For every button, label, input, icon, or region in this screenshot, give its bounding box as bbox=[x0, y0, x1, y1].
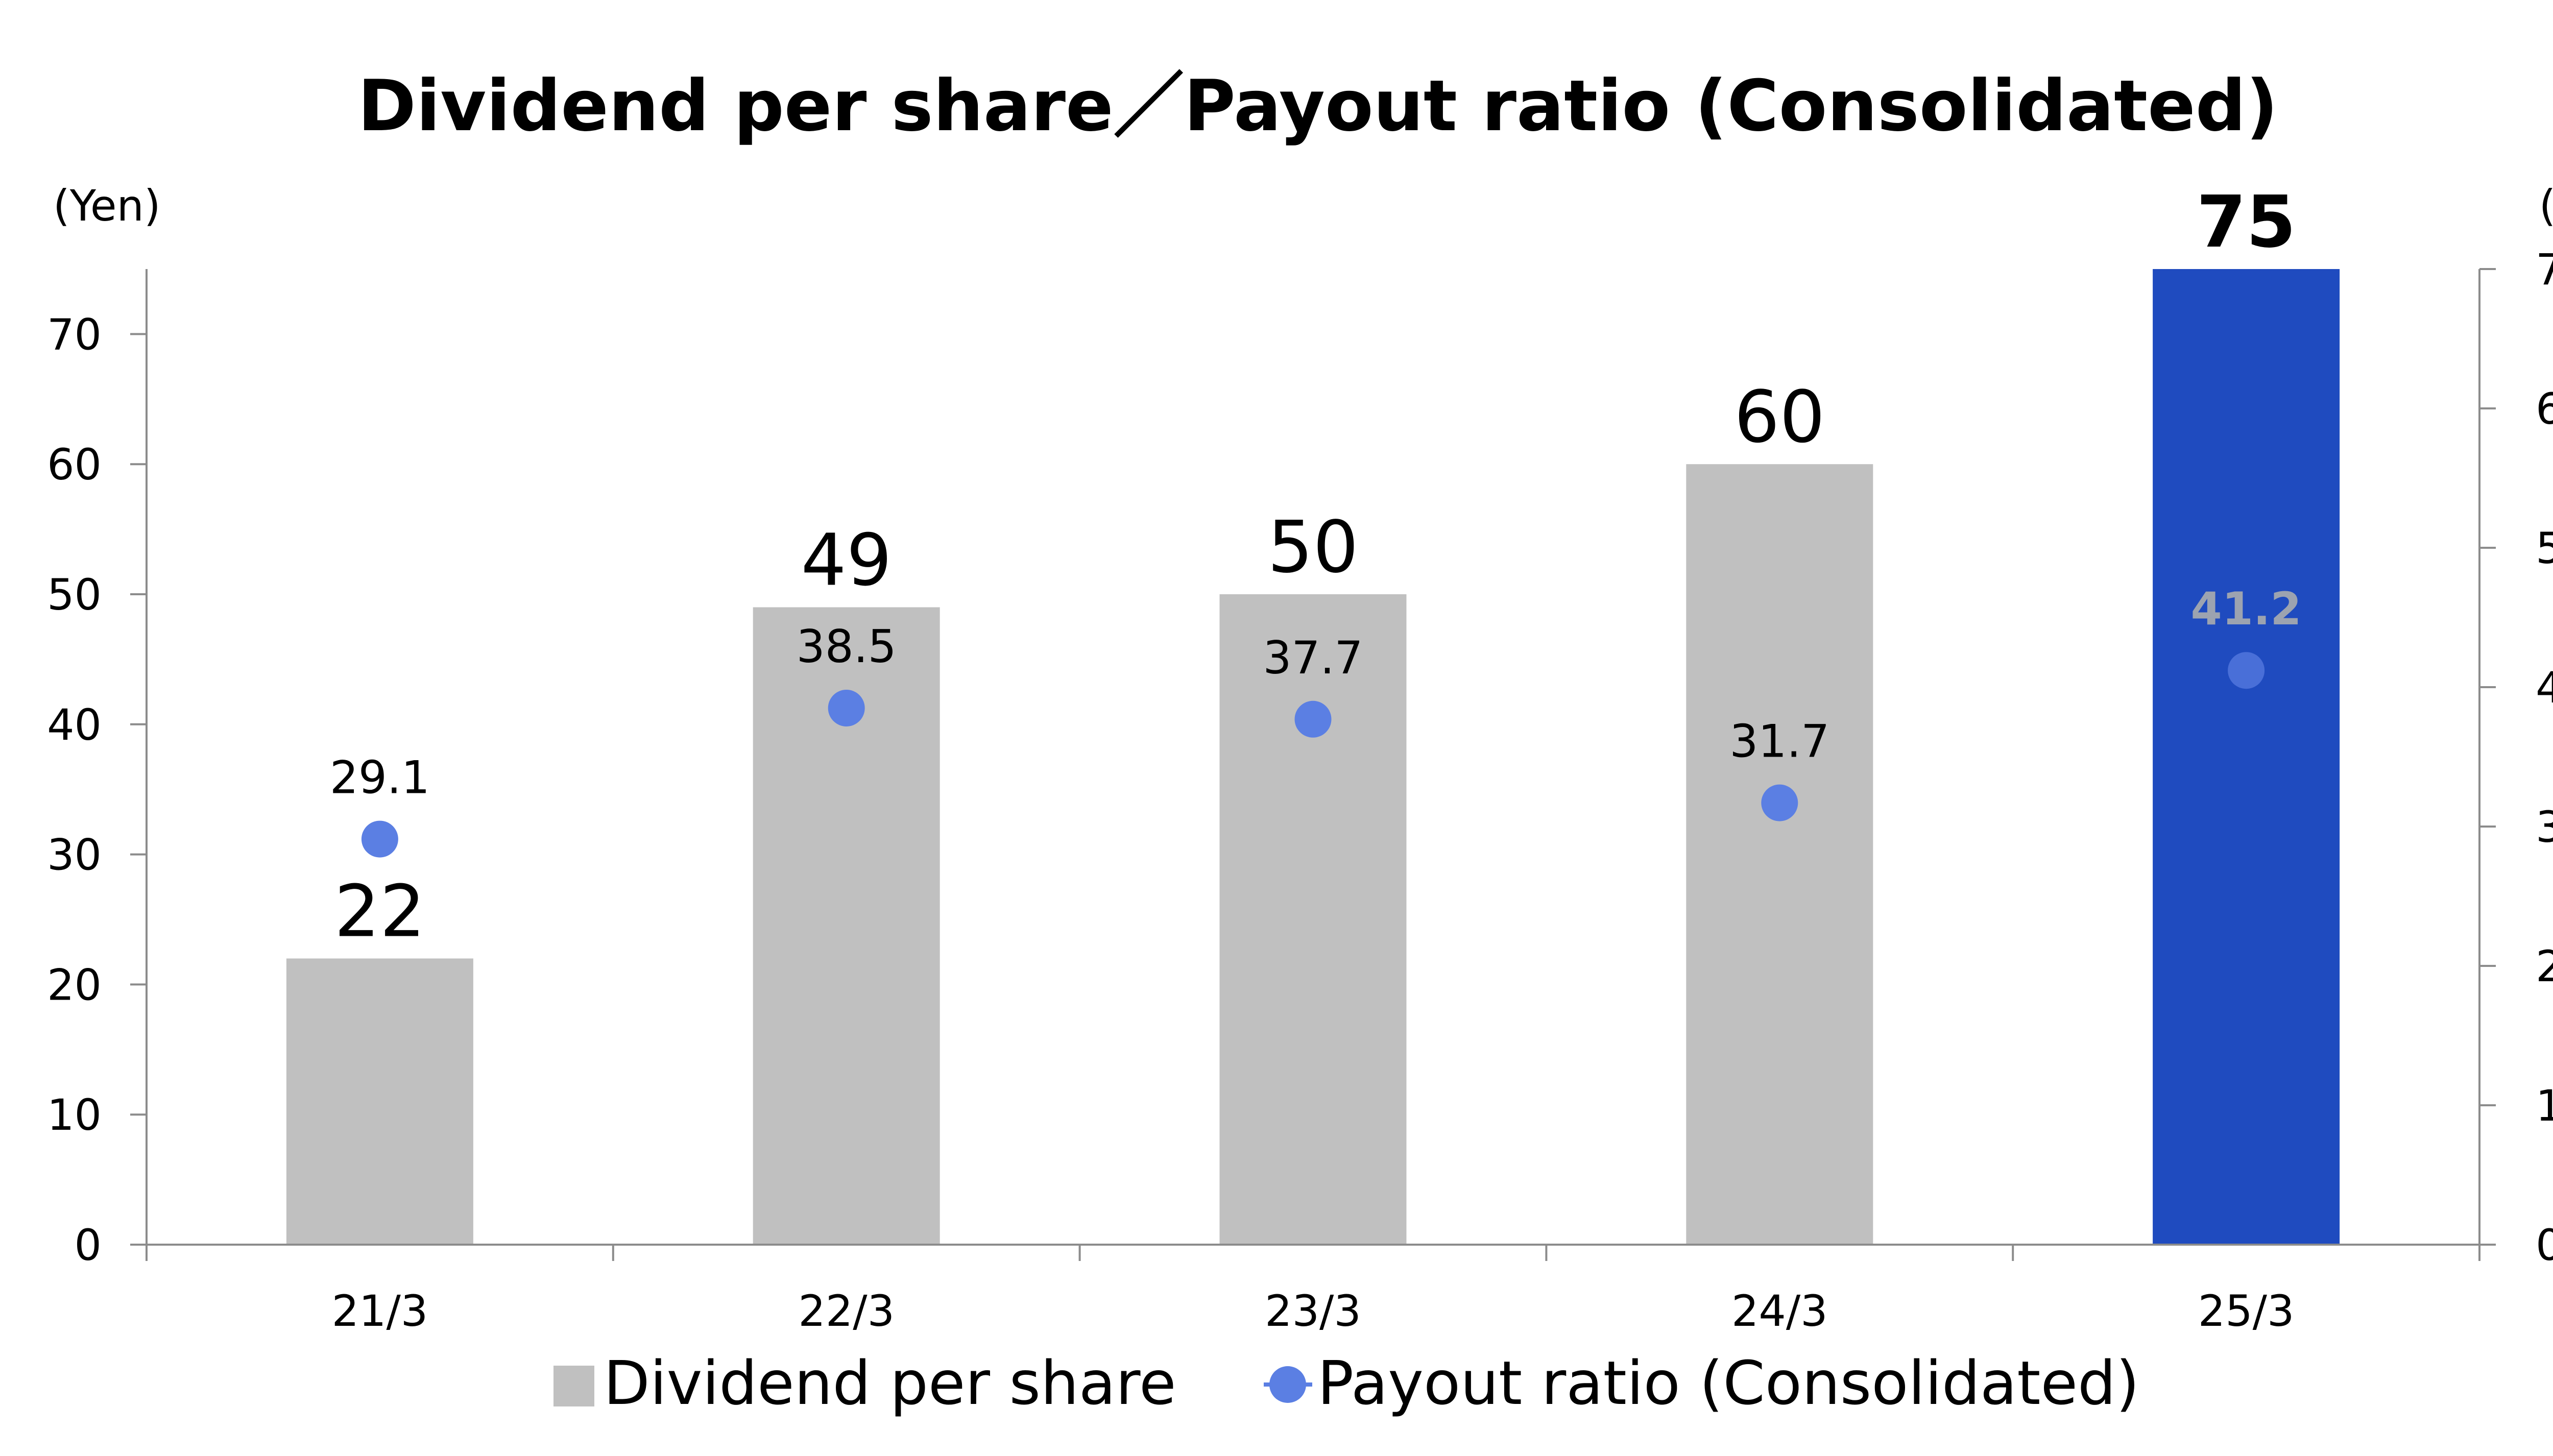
payout-data-label: 31.7 bbox=[1729, 715, 1829, 768]
payout-point-21-3 bbox=[361, 820, 398, 858]
dividend-bar-23-3 bbox=[1219, 594, 1407, 1245]
left-tick-label: 40 bbox=[47, 700, 102, 750]
dividend-data-label: 75 bbox=[2197, 181, 2296, 264]
legend-bar-swatch bbox=[553, 1366, 594, 1406]
payout-data-label: 29.1 bbox=[330, 751, 430, 804]
right-tick-label: 40 bbox=[2536, 663, 2553, 713]
payout-data-label: 37.7 bbox=[1263, 632, 1363, 684]
axes-layer: 0 10 20 30 40 50 60 70 0 10 20 30 40 50 60 70 21/3 22/3 23… bbox=[47, 245, 2553, 1336]
left-tick-label: 50 bbox=[47, 570, 102, 620]
dividend-data-label: 60 bbox=[1734, 376, 1825, 459]
dots-layer bbox=[361, 652, 2265, 858]
bars-layer bbox=[286, 269, 2340, 1245]
x-category-label: 21/3 bbox=[332, 1286, 428, 1336]
left-tick-label: 20 bbox=[47, 960, 102, 1010]
legend-label-dividend: Dividend per share bbox=[604, 1348, 1176, 1418]
payout-point-25-3 bbox=[2228, 652, 2265, 689]
right-tick-label: 10 bbox=[2536, 1081, 2553, 1131]
x-category-label: 24/3 bbox=[1731, 1286, 1828, 1336]
right-tick-label: 20 bbox=[2536, 941, 2553, 991]
left-axis-unit-label: (Yen) bbox=[53, 181, 161, 231]
right-axis-unit-label: (%) bbox=[2539, 181, 2553, 231]
payout-data-label: 41.2 bbox=[2191, 583, 2302, 635]
legend-label-payout: Payout ratio (Consolidated) bbox=[1317, 1348, 2139, 1418]
left-tick-label: 70 bbox=[47, 309, 102, 359]
left-tick-label: 0 bbox=[75, 1220, 102, 1270]
dividend-data-label: 22 bbox=[334, 870, 425, 953]
labels-layer: 29.1 38.5 37.7 31.7 41.2 22 49 50 60 75 bbox=[330, 181, 2302, 953]
dividend-bar-24-3 bbox=[1686, 464, 1873, 1245]
right-tick-label: 30 bbox=[2536, 802, 2553, 852]
dividend-bar-21-3 bbox=[286, 958, 473, 1245]
left-tick-label: 10 bbox=[47, 1090, 102, 1140]
dividend-data-label: 49 bbox=[801, 519, 892, 602]
dividend-bar-25-3 bbox=[2153, 269, 2340, 1245]
left-tick-label: 60 bbox=[47, 440, 102, 490]
payout-data-label: 38.5 bbox=[797, 620, 897, 673]
payout-point-23-3 bbox=[1294, 700, 1332, 738]
right-tick-label: 70 bbox=[2536, 245, 2553, 295]
right-tick-label: 0 bbox=[2536, 1220, 2553, 1270]
legend: Dividend per share Payout ratio (Consolid… bbox=[553, 1348, 2139, 1418]
legend-marker-swatch bbox=[1269, 1366, 1306, 1403]
payout-point-24-3 bbox=[1761, 784, 1798, 821]
x-category-label: 23/3 bbox=[1265, 1286, 1361, 1336]
chart-title: Dividend per share／Payout ratio (Consoli… bbox=[357, 65, 2278, 147]
x-category-label: 22/3 bbox=[798, 1286, 895, 1336]
right-tick-label: 50 bbox=[2536, 523, 2553, 573]
x-category-label: 25/3 bbox=[2198, 1286, 2295, 1336]
right-tick-label: 60 bbox=[2536, 384, 2553, 434]
left-tick-label: 30 bbox=[47, 830, 102, 880]
payout-point-22-3 bbox=[828, 689, 865, 726]
dividend-data-label: 50 bbox=[1267, 506, 1358, 589]
